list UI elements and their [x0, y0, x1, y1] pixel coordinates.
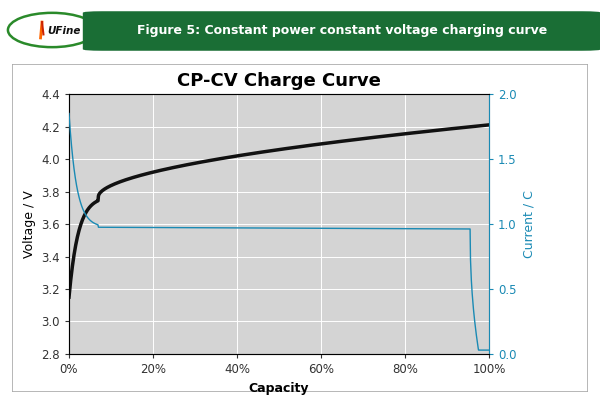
Y-axis label: Current / C: Current / C — [522, 190, 535, 258]
Text: Figure 5: Constant power constant voltage charging curve: Figure 5: Constant power constant voltag… — [137, 24, 547, 37]
Y-axis label: Voltage / V: Voltage / V — [23, 190, 35, 258]
FancyBboxPatch shape — [83, 11, 600, 51]
Title: CP-CV Charge Curve: CP-CV Charge Curve — [177, 72, 381, 90]
Text: UFine: UFine — [47, 26, 80, 36]
X-axis label: Capacity: Capacity — [249, 382, 309, 394]
